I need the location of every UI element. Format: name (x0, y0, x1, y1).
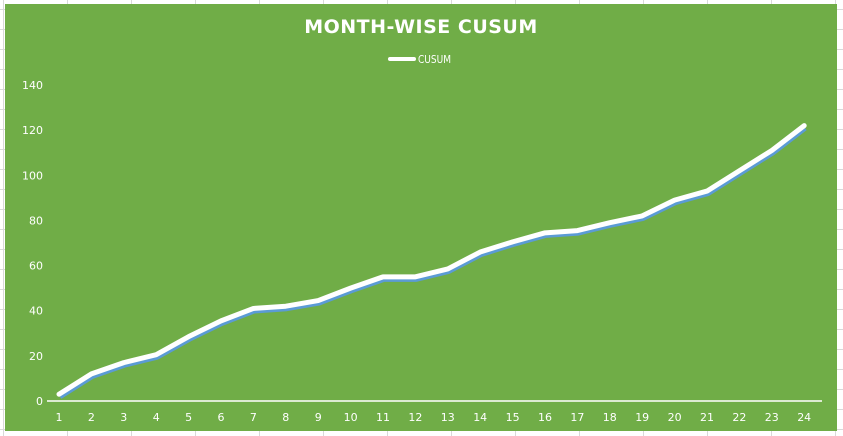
x-tick-label: 6 (218, 411, 225, 424)
x-tick-label: 1 (56, 411, 63, 424)
y-tick-label: 80 (29, 214, 43, 227)
x-axis: 1 2 3 4 5 6 7 8 9 10 11 12 13 14 15 16 17 18 19 20 21 22 23 24 (56, 411, 812, 424)
x-tick-label: 4 (153, 411, 160, 424)
cusum-line[interactable] (56, 123, 807, 397)
y-tick-label: 20 (29, 350, 43, 363)
y-tick-label: 120 (22, 124, 43, 137)
y-axis: 0 20 40 60 80 100 120 140 (22, 79, 43, 408)
drop-lines (58, 125, 805, 401)
x-tick-label: 14 (473, 411, 487, 424)
line-shadow (58, 126, 807, 399)
x-tick-label: 22 (732, 411, 746, 424)
x-tick-label: 5 (185, 411, 192, 424)
chart-area[interactable]: MONTH-WISE CUSUM CUSUM 0 20 40 60 80 100 120 14… (5, 4, 837, 431)
x-tick-label: 12 (408, 411, 422, 424)
x-tick-label: 13 (441, 411, 455, 424)
y-tick-label: 40 (29, 305, 43, 318)
y-tick-label: 140 (22, 79, 43, 92)
x-tick-label: 3 (120, 411, 127, 424)
x-tick-label: 11 (376, 411, 390, 424)
x-tick-label: 19 (635, 411, 649, 424)
x-tick-label: 8 (282, 411, 289, 424)
x-tick-label: 16 (538, 411, 552, 424)
x-tick-label: 10 (344, 411, 358, 424)
y-tick-label: 60 (29, 260, 43, 273)
x-tick-label: 7 (250, 411, 257, 424)
chart-title: MONTH-WISE CUSUM (304, 16, 538, 38)
y-tick-label: 100 (22, 169, 43, 182)
x-tick-label: 21 (700, 411, 714, 424)
legend-line-icon (388, 57, 416, 61)
legend[interactable]: CUSUM (388, 52, 458, 66)
y-tick-label: 0 (36, 395, 43, 408)
x-tick-label: 15 (506, 411, 520, 424)
x-tick-label: 2 (88, 411, 95, 424)
x-tick-label: 20 (668, 411, 682, 424)
x-tick-label: 24 (797, 411, 811, 424)
x-tick-label: 17 (570, 411, 584, 424)
x-tick-label: 18 (603, 411, 617, 424)
legend-label: CUSUM (418, 52, 452, 66)
x-tick-label: 9 (315, 411, 322, 424)
x-tick-label: 23 (765, 411, 779, 424)
